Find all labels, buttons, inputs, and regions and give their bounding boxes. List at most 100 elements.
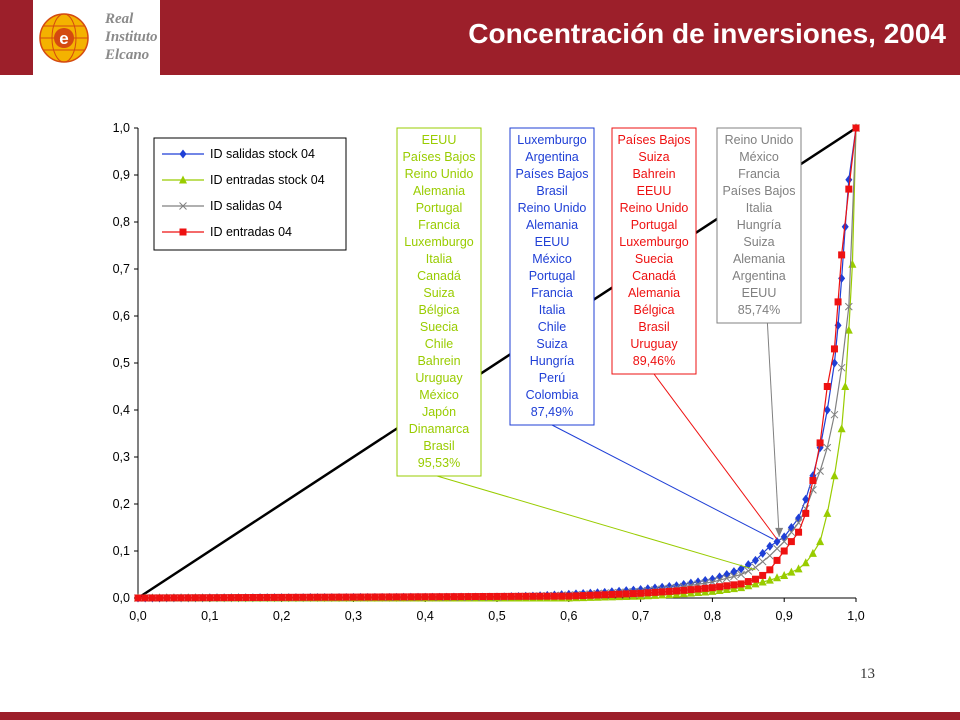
svg-text:e: e [59, 29, 68, 48]
data-point [830, 471, 839, 480]
data-point [802, 494, 810, 504]
annotation-box-2: Luxemburgo Argentina Países Bajos Brasil Rei… [509, 127, 774, 540]
data-point [179, 175, 187, 184]
data-point [199, 594, 207, 602]
data-point [737, 580, 745, 588]
data-point [751, 579, 760, 588]
data-point [500, 592, 508, 600]
data-point [780, 532, 788, 542]
data-point [170, 594, 178, 602]
data-point [443, 593, 451, 601]
x-tick-label: 0,1 [201, 609, 218, 623]
annotation-country: México [419, 388, 459, 402]
annotation-country: Suiza [743, 235, 774, 249]
leader-line [653, 373, 778, 540]
data-point [837, 424, 846, 433]
data-point [744, 578, 752, 586]
annotation-country: Países Bajos [403, 150, 476, 164]
y-tick-label: 0,2 [113, 497, 130, 511]
data-point [658, 588, 666, 596]
data-point [357, 593, 365, 601]
annotation-country: Suecia [420, 320, 458, 334]
data-point [816, 467, 824, 475]
data-point [206, 594, 214, 602]
data-point [751, 575, 759, 583]
logo-line: Instituto [105, 29, 158, 45]
legend-entry: ID entradas stock 04 [210, 173, 325, 187]
data-point [421, 593, 429, 601]
data-point [766, 566, 774, 574]
data-point [758, 577, 767, 586]
data-point [715, 576, 724, 584]
annotation-country: Hungría [737, 218, 782, 232]
x-tick-label: 0,7 [632, 609, 649, 623]
data-point [802, 509, 810, 517]
annotation-country: Uruguay [630, 337, 678, 351]
annotation-country: Francia [531, 286, 573, 300]
data-point [550, 592, 558, 600]
data-point [637, 589, 645, 597]
annotation-country: Alemania [526, 218, 578, 232]
data-point [184, 594, 192, 602]
annotation-country: Reino Unido [620, 201, 689, 215]
data-point [773, 573, 782, 582]
data-point [371, 593, 379, 601]
annotation-country: Alemania [413, 184, 465, 198]
data-point [780, 570, 789, 579]
annotation-percentage: 95,53% [418, 456, 460, 470]
legend-entry: ID salidas stock 04 [210, 147, 315, 161]
annotation-country: Canadá [632, 269, 676, 283]
data-point [249, 593, 257, 601]
annotation-country: Colombia [526, 388, 579, 402]
series-4 [134, 124, 860, 602]
data-point [579, 592, 587, 600]
data-point [701, 584, 709, 592]
data-point [765, 575, 774, 584]
annotation-country: Luxemburgo [517, 133, 587, 147]
x-tick-label: 0,4 [417, 609, 434, 623]
data-point [385, 593, 393, 601]
annotation-country: México [739, 150, 779, 164]
legend: ID salidas stock 04 ID entradas stock 04 I… [153, 137, 347, 251]
data-point [179, 228, 187, 236]
data-point [522, 592, 530, 600]
data-point [651, 588, 659, 596]
annotation-country: Chile [538, 320, 567, 334]
data-point [795, 528, 803, 536]
logo-line: Real [105, 11, 134, 27]
data-point [392, 593, 400, 601]
x-tick-label: 0,6 [560, 609, 577, 623]
elcano-globe-icon: e [39, 13, 89, 63]
annotation-country: Luxemburgo [404, 235, 474, 249]
data-point [400, 593, 408, 601]
data-point [708, 584, 716, 592]
data-point [844, 325, 853, 334]
annotation-country: EEUU [422, 133, 457, 147]
data-point [235, 594, 243, 602]
data-point [529, 592, 537, 600]
annotation-country: Brasil [536, 184, 567, 198]
data-point [314, 593, 321, 601]
x-tick-label: 1,0 [847, 609, 864, 623]
y-tick-label: 0,5 [113, 356, 130, 370]
data-point [156, 594, 164, 602]
annotation-country: Brasil [423, 439, 454, 453]
data-point [285, 593, 293, 601]
annotation-country: Dinamarca [409, 422, 469, 436]
annotation-country: Portugal [631, 218, 678, 232]
data-point [723, 582, 731, 590]
data-point [378, 593, 386, 601]
y-tick-label: 0,4 [113, 403, 130, 417]
data-point [794, 564, 803, 573]
data-point [680, 586, 688, 594]
annotation-country: Países Bajos [723, 184, 796, 198]
y-tick-label: 0,8 [113, 215, 130, 229]
data-point [306, 593, 314, 601]
annotation-country: Chile [425, 337, 454, 351]
annotation-country: EEUU [742, 286, 777, 300]
y-tick-label: 0,1 [113, 544, 130, 558]
data-point [191, 594, 199, 602]
legend-entry: ID entradas 04 [210, 225, 292, 239]
data-point [852, 124, 860, 132]
data-point [673, 581, 680, 591]
